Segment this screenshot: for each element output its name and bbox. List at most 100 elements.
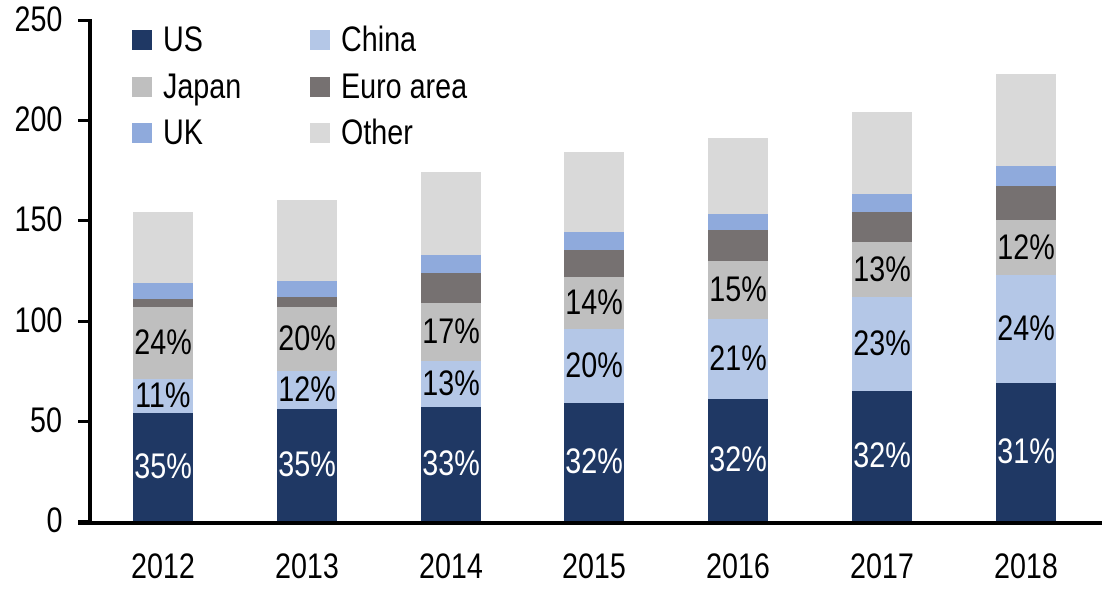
y-axis-tick-label: 200	[0, 102, 62, 138]
x-axis-category-label: 2014	[379, 549, 523, 585]
bar-segment-euro-area	[420, 272, 481, 303]
bar-segment-label: 33%	[421, 444, 480, 484]
text-label: China	[341, 20, 416, 60]
bar-segment-us: 35%	[133, 412, 193, 521]
text-label: 2017	[850, 547, 914, 586]
text-label: 2015	[562, 547, 627, 586]
legend-item-other: Other	[310, 115, 488, 151]
text-label: UK	[163, 113, 203, 153]
bar-column-2014: 33% 13% 17%	[420, 172, 481, 521]
bar-segment-euro-area	[708, 230, 769, 261]
legend-label: US	[163, 22, 212, 58]
bar-segment-euro-area	[276, 296, 337, 307]
bar-segment-japan: 24%	[133, 306, 193, 379]
legend-swatch-icon	[310, 76, 330, 97]
bar-segment-other	[995, 74, 1056, 167]
bar-segment-label: 12%	[997, 227, 1055, 267]
legend: US China Japan Euro area UK Other	[132, 17, 488, 157]
bar-segment-other	[564, 152, 625, 233]
bar-segment-japan: 13%	[852, 242, 912, 297]
bar-segment-label: 12%	[278, 370, 336, 410]
bar-segment-label: 32%	[853, 436, 911, 476]
y-axis-tick	[78, 19, 90, 22]
bar-segment-uk	[133, 282, 193, 299]
text-label: 0	[46, 501, 62, 540]
bar-segment-label: 14%	[565, 283, 624, 323]
y-axis-tick	[78, 219, 90, 223]
bar-segment-label: 20%	[565, 346, 624, 386]
bar-column-2012: 35% 11% 24%	[133, 212, 193, 521]
y-axis-line	[88, 19, 92, 525]
bar-segment-china: 20%	[564, 328, 625, 403]
text-label: Japan	[163, 66, 242, 106]
bar-segment-japan: 17%	[420, 302, 481, 361]
bar-segment-us: 32%	[708, 398, 769, 521]
legend-swatch-icon	[132, 123, 152, 144]
y-axis-tick	[78, 419, 90, 423]
bar-segment-china: 23%	[852, 296, 912, 391]
bar-segment-japan: 20%	[276, 306, 337, 371]
bar-segment-label: 11%	[135, 376, 191, 416]
bar-column-2013: 35% 12% 20%	[276, 200, 337, 521]
x-axis-line	[78, 521, 1102, 525]
legend-item-euro-area: Euro area	[310, 68, 488, 105]
bar-segment-label: 15%	[709, 270, 767, 310]
legend-item-us: US	[132, 22, 310, 58]
bar-segment-uk	[276, 280, 337, 297]
bar-segment-label: 13%	[421, 364, 480, 404]
bar-segment-label: 24%	[134, 323, 192, 363]
bar-segment-us: 32%	[564, 402, 625, 521]
bar-segment-japan: 14%	[564, 276, 625, 329]
bar-column-2016: 32% 21% 15%	[708, 138, 769, 521]
bar-column-2018: 31% 24% 12%	[995, 74, 1056, 521]
bar-segment-china: 12%	[276, 370, 337, 410]
x-axis-category-label: 2012	[91, 549, 235, 585]
bar-segment-euro-area	[133, 298, 193, 307]
bar-column-2017: 32% 23% 13%	[852, 112, 912, 521]
bar-segment-label: 13%	[853, 250, 911, 290]
y-axis-tick-label: 0	[0, 503, 62, 539]
bar-segment-label: 31%	[997, 432, 1055, 472]
bar-segment-uk	[995, 166, 1056, 187]
text-label: Other	[341, 113, 413, 153]
bar-segment-label: 32%	[709, 440, 767, 480]
text-label: 2014	[418, 547, 483, 586]
bar-segment-china: 13%	[420, 360, 481, 407]
bar-segment-euro-area	[995, 186, 1056, 221]
legend-swatch-icon	[132, 30, 152, 51]
bar-segment-other	[708, 138, 769, 215]
x-axis-category-label: 2013	[235, 549, 379, 585]
bar-segment-uk	[852, 194, 912, 213]
text-label: US	[163, 20, 203, 60]
legend-swatch-icon	[310, 30, 330, 51]
legend-item-china: China	[310, 22, 488, 58]
text-label: 100	[14, 300, 62, 340]
x-axis-category-label: 2016	[666, 549, 810, 585]
text-label: 250	[14, 0, 62, 39]
bar-segment-china: 21%	[708, 318, 769, 399]
legend-swatch-icon	[310, 123, 330, 144]
bar-segment-label: 23%	[853, 324, 911, 364]
x-axis-category-label: 2018	[954, 549, 1098, 585]
bar-segment-euro-area	[852, 212, 912, 243]
bar-segment-label: 32%	[565, 442, 624, 482]
legend-label: Euro area	[341, 68, 495, 105]
bar-segment-label: 20%	[278, 319, 336, 359]
bar-segment-label: 24%	[997, 309, 1055, 349]
legend-item-japan: Japan	[132, 66, 310, 106]
x-axis-category-label: 2017	[810, 549, 954, 585]
y-axis-tick	[78, 319, 90, 323]
bar-segment-china: 11%	[133, 376, 193, 416]
bar-segment-other	[133, 212, 193, 283]
bar-segment-other	[852, 112, 912, 195]
bar-segment-china: 24%	[995, 274, 1056, 383]
text-label: 150	[14, 200, 62, 240]
bar-segment-label: 35%	[134, 447, 192, 487]
legend-item-uk: UK	[132, 115, 310, 151]
y-axis-tick-label: 100	[0, 300, 62, 340]
legend-label: Japan	[163, 66, 258, 106]
text-label: 50	[30, 400, 62, 440]
bar-segment-label: 21%	[709, 339, 767, 379]
bar-segment-us: 35%	[276, 408, 337, 521]
